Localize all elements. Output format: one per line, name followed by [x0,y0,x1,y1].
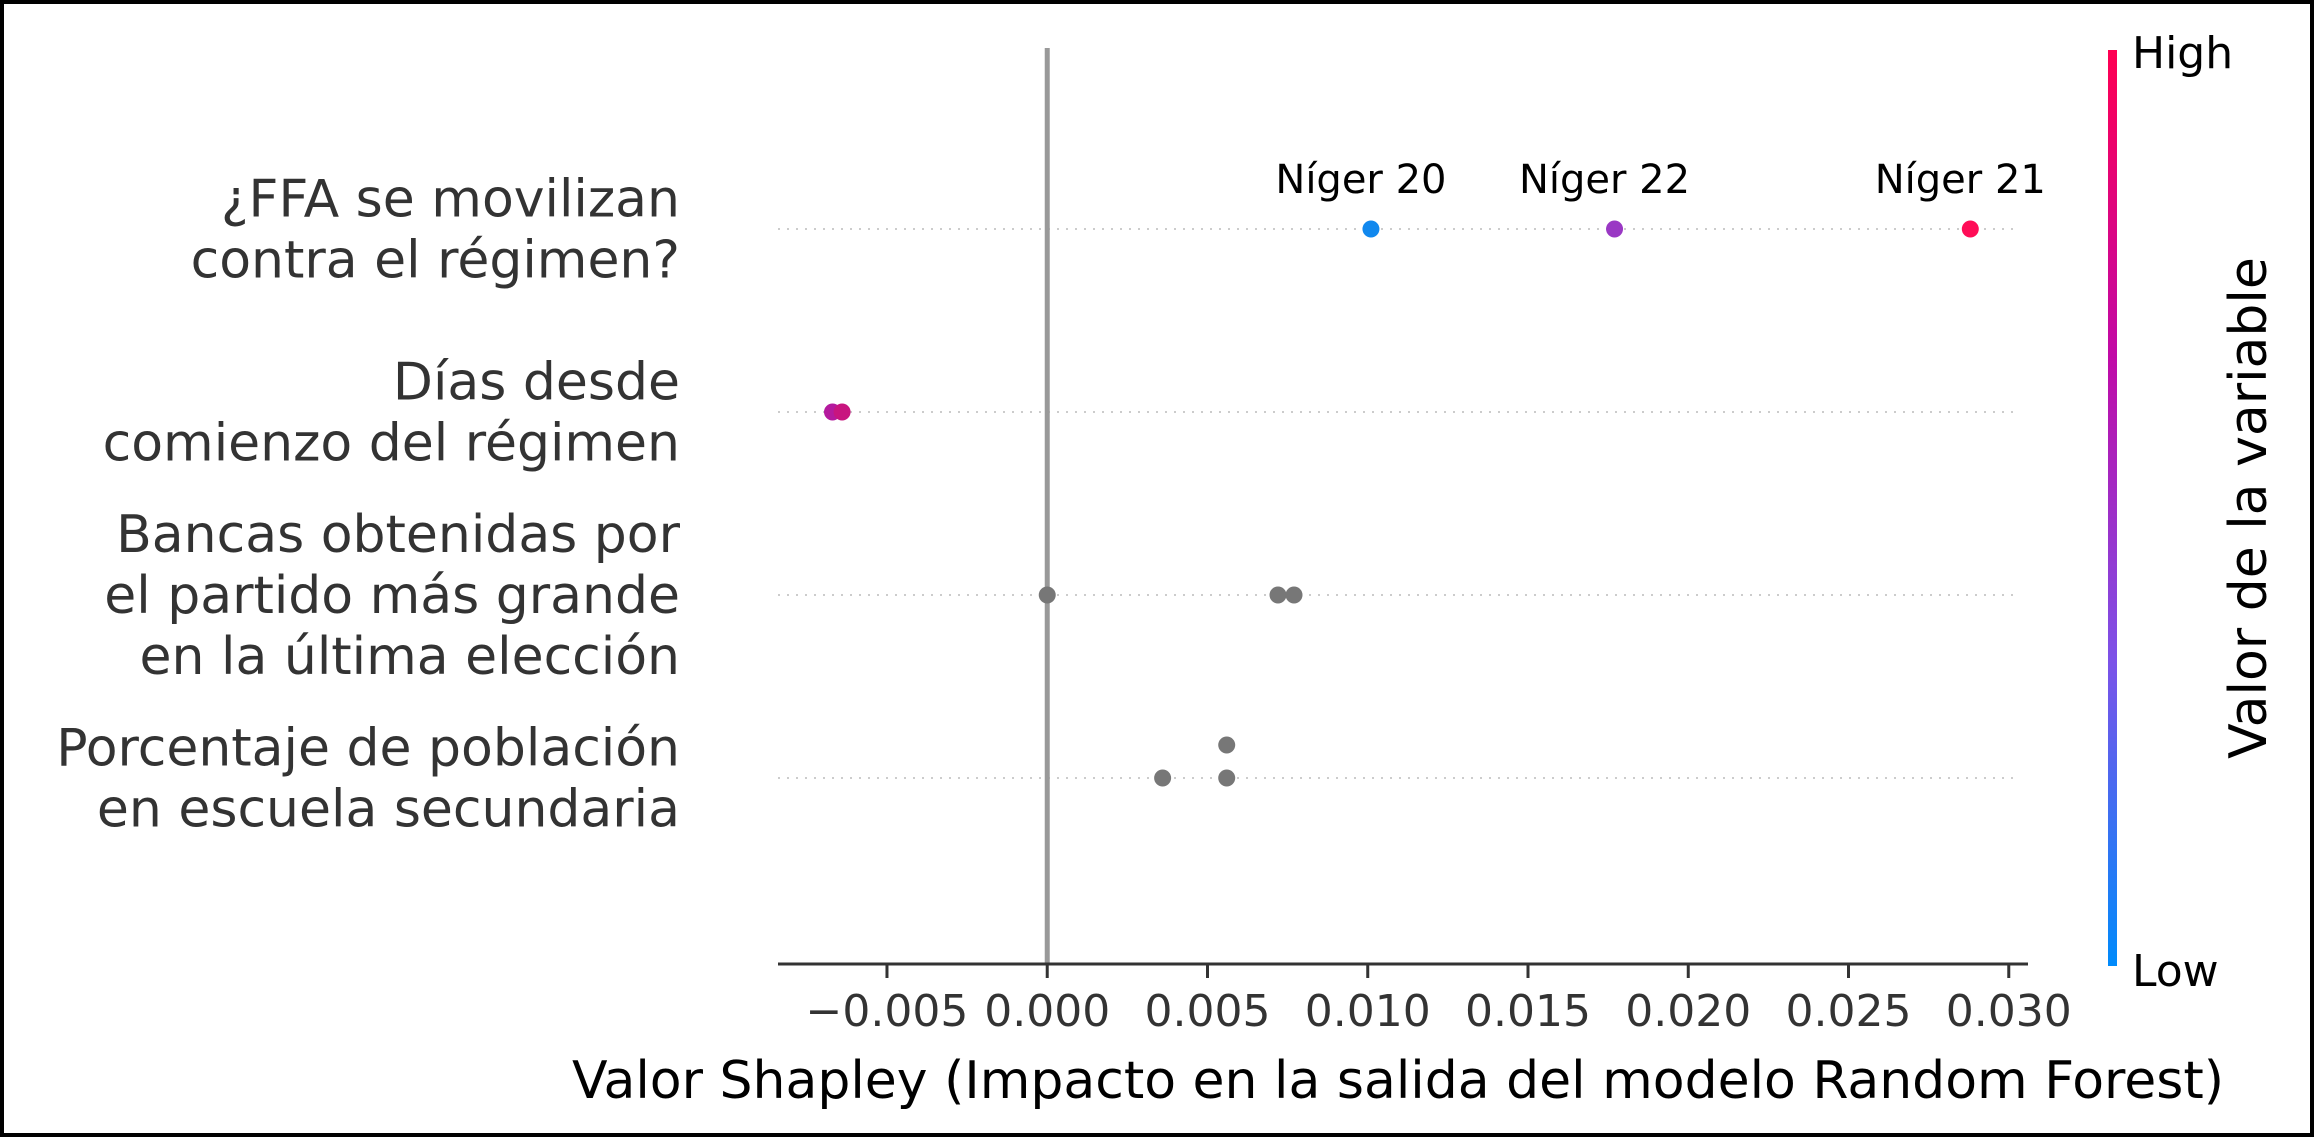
x-axis-ticks: −0.005 0.000 0.005 0.010 0.015 0.020 0.025 0.03… [806,964,2072,1037]
x-tick-label: 0.010 [1305,986,1431,1037]
colorbar-title: Valor de la variable [2219,257,2279,759]
x-tick-label: 0.025 [1786,986,1912,1037]
feature-label-line: Días desde [393,353,680,413]
data-point [1606,220,1624,238]
feature-label-line: contra el régimen? [191,231,680,291]
feature-label-3: Bancas obtenidas por el partido más grand… [104,505,680,687]
data-point [1038,586,1056,604]
feature-label-line: Bancas obtenidas por [116,505,680,565]
point-annotation: Níger 20 [1275,157,1446,203]
data-point [1362,220,1380,238]
data-point [1154,769,1172,787]
feature-label-4: Porcentaje de población en escuela secund… [56,719,680,840]
data-point [1961,220,1979,238]
point-annotations: Níger 20 Níger 22 Níger 21 [1275,157,2045,203]
data-points [823,220,1979,787]
x-tick-label: 0.020 [1625,986,1751,1037]
feature-label-line: en escuela secundaria [97,780,680,840]
x-tick-label: 0.005 [1145,986,1271,1037]
data-point [1269,586,1287,604]
x-tick-label: 0.015 [1465,986,1591,1037]
data-point [1285,586,1303,604]
x-axis-title: Valor Shapley (Impacto en la salida del … [572,1051,2224,1111]
colorbar-high-label: High [2132,28,2233,79]
feature-label-line: ¿FFA se movilizan [221,170,680,230]
point-annotation: Níger 22 [1519,157,1690,203]
feature-label-2: Días desde comienzo del régimen [103,353,680,474]
colorbar-low-label: Low [2132,946,2219,997]
x-tick-label: 0.000 [984,986,1110,1037]
shap-summary-chart: ¿FFA se movilizan contra el régimen? Días … [56,28,2279,1111]
grid-lines [778,228,2020,779]
x-tick-label: −0.005 [806,986,969,1037]
x-tick-label: 0.030 [1946,986,2072,1037]
data-point [1218,769,1236,787]
point-annotation: Níger 21 [1875,157,2046,203]
feature-label-line: comienzo del régimen [103,414,680,474]
colorbar-gradient [2108,50,2117,966]
x-axis: −0.005 0.000 0.005 0.010 0.015 0.020 0.025 0.03… [572,962,2224,1111]
feature-label-line: en la última elección [140,627,680,687]
feature-label-line: el partido más grande [104,566,680,626]
data-point [1218,736,1236,754]
feature-label-line: Porcentaje de población [56,719,680,779]
feature-labels: ¿FFA se movilizan contra el régimen? Días … [56,170,680,840]
feature-label-1: ¿FFA se movilizan contra el régimen? [191,170,680,291]
data-point [833,403,851,421]
colorbar: High Low Valor de la variable [2108,28,2279,997]
